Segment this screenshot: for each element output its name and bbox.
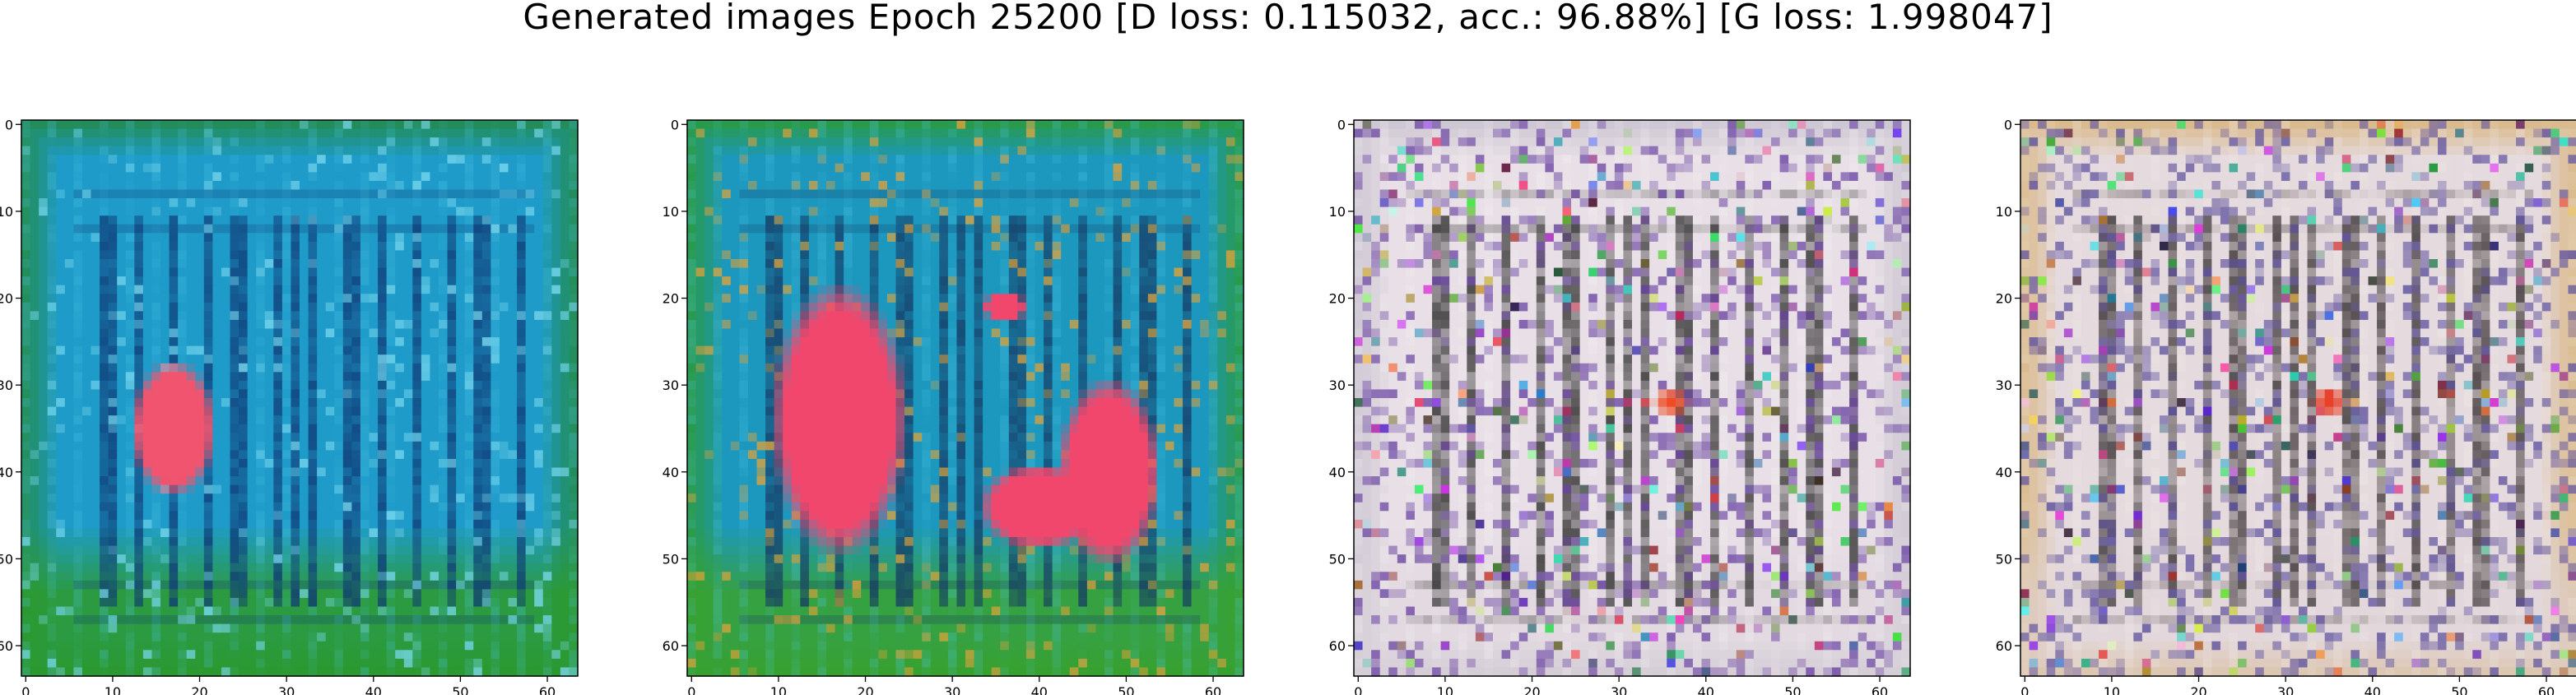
y-tick-label: 60 bbox=[663, 638, 679, 654]
x-tick-label: 60 bbox=[1205, 684, 1221, 695]
x-tick-label: 60 bbox=[539, 684, 556, 695]
y-tick-label: 50 bbox=[1329, 551, 1346, 567]
image-panel-1: 0 10 20 30 40 50 60 0 10 20 30 40 50 60 bbox=[0, 117, 579, 695]
x-tick-label: 30 bbox=[1611, 684, 1627, 695]
generated-image-4 bbox=[2020, 120, 2576, 677]
y-tick-label: 60 bbox=[1996, 638, 2012, 654]
y-tick-label: 30 bbox=[1996, 378, 2012, 393]
axes-frame bbox=[2020, 119, 2576, 677]
x-tick-label: 10 bbox=[2104, 684, 2120, 695]
image-panel-4: 0 10 20 30 40 50 60 0 10 20 30 40 50 60 bbox=[1996, 117, 2576, 695]
y-tick-label: 0 bbox=[5, 117, 13, 132]
x-tick-label: 20 bbox=[857, 684, 873, 695]
x-tick-label: 0 bbox=[2020, 684, 2029, 695]
y-tick-label: 20 bbox=[1329, 291, 1346, 307]
x-tick-label: 60 bbox=[1872, 684, 1888, 695]
generated-image-1 bbox=[21, 120, 579, 677]
y-tick-label: 40 bbox=[1996, 465, 2012, 480]
x-tick-label: 30 bbox=[278, 684, 295, 695]
generated-image-2 bbox=[687, 120, 1244, 677]
x-tick-label: 50 bbox=[452, 684, 468, 695]
generated-image-3 bbox=[1354, 120, 1911, 677]
y-tick-label: 40 bbox=[1329, 465, 1346, 480]
y-tick-label: 40 bbox=[0, 465, 13, 480]
y-tick-label: 50 bbox=[1996, 551, 2012, 567]
x-tick-label: 50 bbox=[1784, 684, 1801, 695]
x-tick-label: 60 bbox=[2538, 684, 2555, 695]
y-tick-label: 0 bbox=[1337, 117, 1346, 132]
y-tick-label: 20 bbox=[0, 291, 13, 307]
axes-frame bbox=[1353, 119, 1911, 677]
x-tick-label: 40 bbox=[1698, 684, 1714, 695]
x-tick-label: 40 bbox=[1031, 684, 1048, 695]
x-tick-label: 50 bbox=[1118, 684, 1134, 695]
y-tick-label: 20 bbox=[663, 291, 679, 307]
x-tick-label: 30 bbox=[2277, 684, 2294, 695]
x-tick-label: 10 bbox=[770, 684, 787, 695]
x-tick-label: 40 bbox=[365, 684, 382, 695]
axes-frame bbox=[21, 119, 579, 677]
image-panel-2: 0 10 20 30 40 50 60 0 10 20 30 40 50 60 bbox=[663, 117, 1244, 695]
y-tick-label: 10 bbox=[1329, 204, 1346, 220]
x-tick-label: 0 bbox=[1354, 684, 1362, 695]
image-panel-3: 0 10 20 30 40 50 60 0 10 20 30 40 50 60 bbox=[1329, 117, 1911, 695]
x-tick-label: 0 bbox=[687, 684, 695, 695]
x-tick-label: 20 bbox=[2190, 684, 2206, 695]
y-tick-label: 50 bbox=[0, 551, 13, 567]
y-tick-label: 10 bbox=[1996, 204, 2012, 220]
y-tick-label: 30 bbox=[1329, 378, 1346, 393]
x-tick-label: 40 bbox=[2364, 684, 2381, 695]
y-tick-label: 60 bbox=[1329, 638, 1346, 654]
y-tick-label: 0 bbox=[671, 117, 679, 132]
x-tick-label: 50 bbox=[2451, 684, 2467, 695]
x-tick-label: 20 bbox=[191, 684, 207, 695]
y-tick-label: 50 bbox=[663, 551, 679, 567]
y-tick-label: 0 bbox=[2004, 117, 2012, 132]
y-tick-label: 10 bbox=[0, 204, 13, 220]
x-tick-label: 10 bbox=[105, 684, 121, 695]
x-tick-label: 10 bbox=[1437, 684, 1453, 695]
y-tick-label: 10 bbox=[663, 204, 679, 220]
x-tick-label: 30 bbox=[944, 684, 960, 695]
axes-frame bbox=[686, 119, 1244, 677]
y-tick-label: 30 bbox=[663, 378, 679, 393]
figure-title: Generated images Epoch 25200 [D loss: 0.… bbox=[523, 0, 2053, 37]
y-tick-label: 60 bbox=[0, 638, 13, 654]
x-tick-label: 20 bbox=[1523, 684, 1540, 695]
y-tick-label: 20 bbox=[1996, 291, 2012, 307]
x-tick-label: 0 bbox=[21, 684, 30, 695]
y-tick-label: 40 bbox=[663, 465, 679, 480]
y-tick-label: 30 bbox=[0, 378, 13, 393]
